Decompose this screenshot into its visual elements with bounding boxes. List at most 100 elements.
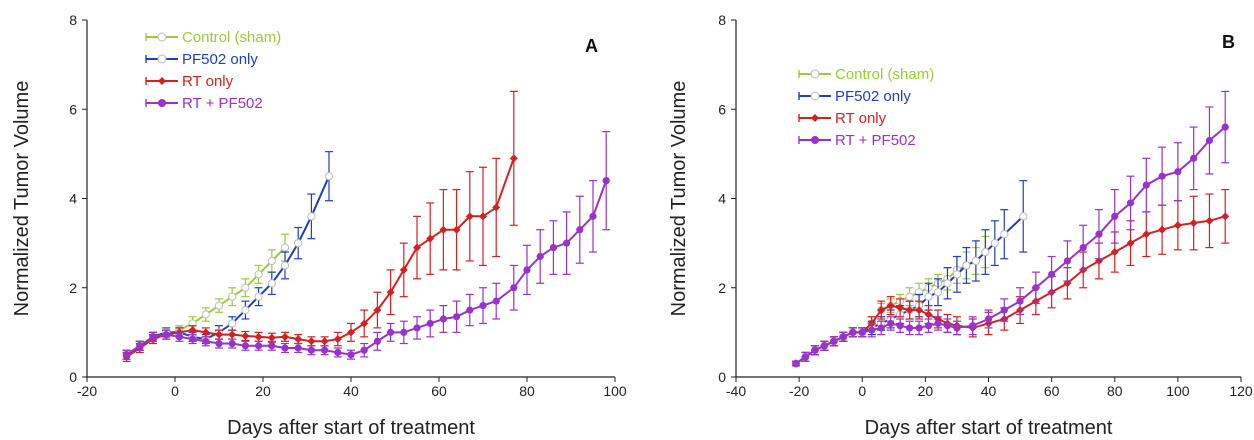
data-point	[294, 335, 303, 344]
y-tick-label: 2	[718, 280, 726, 296]
data-point	[1063, 257, 1072, 265]
data-point	[254, 292, 263, 301]
legend-marker	[157, 54, 167, 64]
data-point	[189, 335, 197, 343]
data-point	[820, 342, 828, 350]
series-rt-only	[122, 90, 518, 362]
data-point	[426, 319, 434, 328]
data-point	[215, 339, 223, 348]
data-point	[1158, 225, 1167, 234]
data-point	[175, 333, 183, 341]
legend-label: RT only	[182, 73, 234, 90]
data-point	[1142, 181, 1150, 189]
series-line	[126, 175, 330, 356]
panel-label: A	[585, 36, 598, 56]
data-point	[981, 247, 990, 257]
data-point	[1000, 230, 1009, 239]
data-point	[228, 330, 237, 339]
data-point	[373, 306, 382, 315]
data-point	[933, 288, 943, 297]
y-tick-label: 2	[69, 280, 77, 296]
data-point	[905, 324, 914, 332]
data-point	[360, 346, 368, 354]
data-point	[255, 342, 263, 350]
data-point	[1190, 154, 1198, 162]
data-point	[1111, 212, 1119, 220]
data-point	[969, 322, 977, 330]
data-point	[839, 333, 847, 341]
x-tick-label: 100	[603, 383, 627, 399]
x-tick-label: 80	[519, 383, 535, 399]
data-point	[953, 324, 961, 332]
legend-label: PF502 only	[835, 88, 911, 105]
data-point	[887, 319, 895, 328]
data-point	[320, 337, 329, 346]
data-point	[934, 319, 942, 328]
data-point	[492, 297, 500, 305]
data-point	[971, 256, 980, 266]
legend: Control (sham) PF502 only RT only RT + PF50…	[145, 29, 281, 112]
legend-label: RT + PF502	[182, 95, 263, 112]
series-pf502-only	[122, 151, 334, 360]
y-tick-label: 8	[718, 12, 726, 28]
data-point	[267, 279, 276, 288]
legend-marker	[811, 114, 819, 122]
data-point	[479, 302, 487, 310]
data-point	[400, 328, 408, 336]
data-point	[294, 344, 302, 352]
data-point	[280, 243, 290, 252]
y-tick-label: 0	[69, 369, 77, 385]
data-point	[123, 351, 131, 359]
data-point	[924, 310, 933, 319]
legend-marker	[158, 77, 166, 85]
data-point	[1173, 221, 1182, 230]
series-pf502-only	[791, 180, 1028, 368]
data-point	[413, 243, 421, 252]
x-tick-label: -20	[789, 383, 809, 399]
data-point	[811, 346, 819, 354]
x-tick-label: 80	[1107, 383, 1123, 399]
data-point	[896, 303, 905, 312]
data-point	[1126, 199, 1135, 207]
x-tick-label: -20	[77, 383, 97, 399]
data-point	[479, 212, 487, 221]
data-point	[347, 351, 355, 359]
data-point	[1174, 168, 1182, 176]
data-point	[426, 234, 435, 243]
data-point	[360, 319, 369, 328]
legend-label: Control (sham)	[835, 66, 934, 83]
y-tick-label: 6	[69, 101, 77, 117]
data-point	[254, 270, 263, 279]
data-point	[905, 292, 914, 301]
data-point	[990, 239, 999, 248]
data-point	[465, 212, 474, 221]
x-tick-label: 100	[1166, 383, 1190, 399]
data-point	[1158, 172, 1166, 180]
data-point	[943, 279, 952, 288]
data-point	[241, 331, 250, 340]
data-point	[439, 225, 448, 234]
data-point	[307, 337, 316, 346]
data-point	[858, 328, 866, 336]
data-point	[254, 332, 263, 341]
legend-label: RT only	[835, 110, 887, 127]
x-tick-label: 120	[1229, 383, 1253, 399]
data-point	[492, 203, 501, 212]
data-point	[602, 177, 610, 185]
data-point	[281, 332, 289, 341]
legend-marker	[810, 91, 820, 101]
data-point	[188, 326, 197, 335]
data-point	[943, 322, 952, 330]
y-tick-label: 4	[718, 191, 726, 207]
x-axis-title: Days after start of treatment	[227, 417, 475, 439]
legend-label: PF502 only	[182, 51, 258, 68]
data-point	[321, 346, 329, 354]
data-point	[215, 330, 223, 339]
data-point	[1221, 123, 1229, 131]
data-point	[924, 292, 933, 301]
series-line	[126, 180, 608, 356]
data-point	[915, 324, 923, 332]
data-point	[241, 305, 250, 315]
data-point	[510, 284, 518, 292]
